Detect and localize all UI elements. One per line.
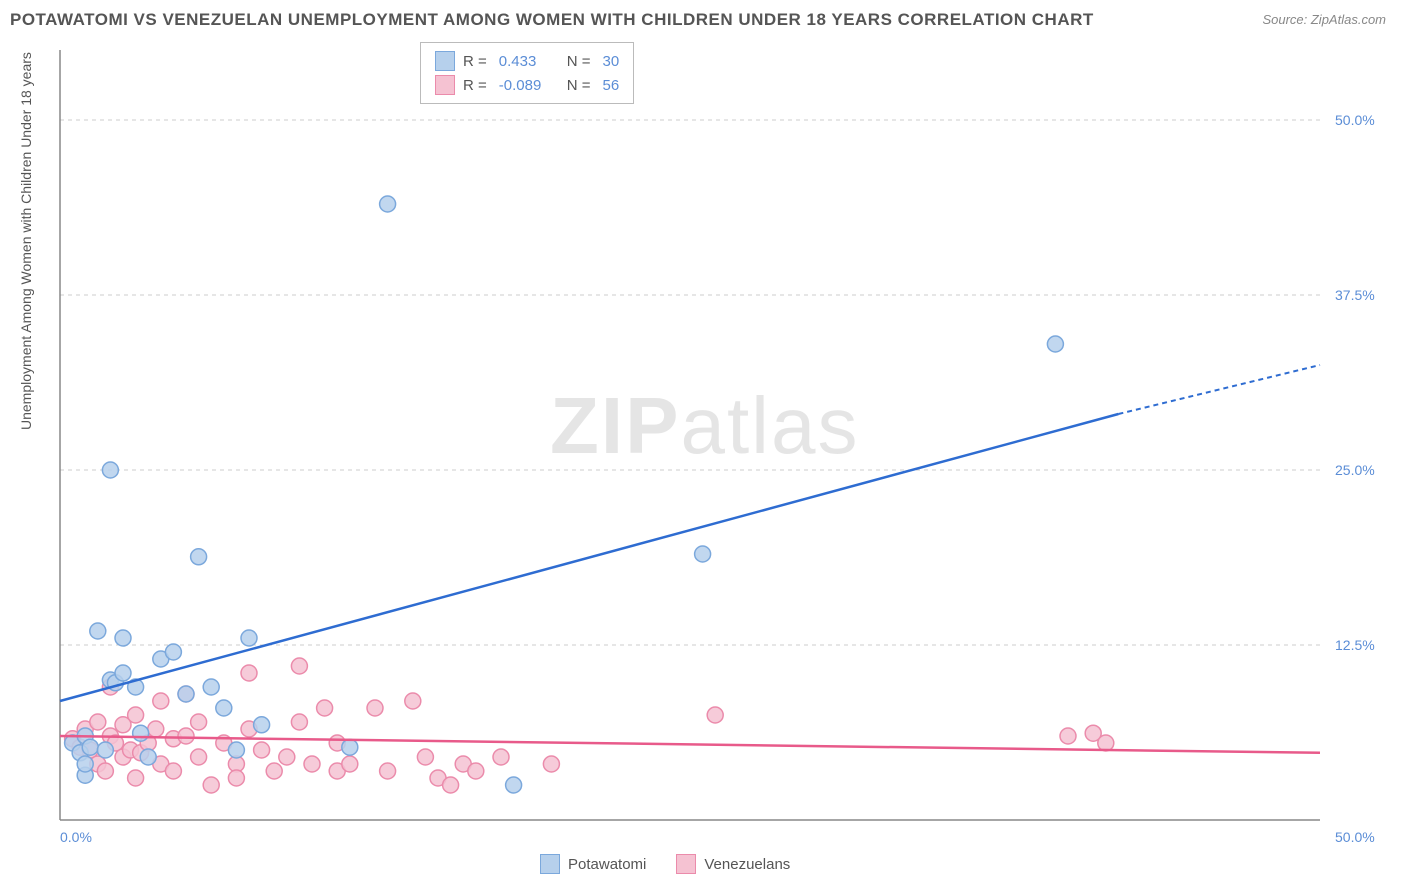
series1-point <box>216 700 232 716</box>
legend-n-value: 56 <box>603 77 620 94</box>
series2-point <box>266 763 282 779</box>
x-tick-label: 50.0% <box>1335 829 1375 845</box>
stats-legend: R = 0.433 N = 30 R = -0.089 N = 56 <box>420 42 634 104</box>
series2-point <box>148 721 164 737</box>
series2-point <box>128 707 144 723</box>
series1-point <box>90 623 106 639</box>
series2-point <box>405 693 421 709</box>
y-tick-label: 37.5% <box>1335 287 1375 303</box>
series1-point <box>380 196 396 212</box>
series1-point <box>254 717 270 733</box>
series1-point <box>77 756 93 772</box>
series2-point <box>468 763 484 779</box>
series1-point <box>97 742 113 758</box>
series1-point <box>133 725 149 741</box>
y-axis-label: Unemployment Among Women with Children U… <box>18 52 34 430</box>
series1-point <box>115 665 131 681</box>
series2-point <box>90 714 106 730</box>
chart-plot-area: 12.5%25.0%37.5%50.0%0.0%50.0% <box>60 40 1360 840</box>
series2-point <box>165 763 181 779</box>
source-attribution: Source: ZipAtlas.com <box>1262 12 1386 27</box>
series2-point <box>417 749 433 765</box>
stats-legend-row: R = -0.089 N = 56 <box>435 73 619 97</box>
series-legend: Potawatomi Venezuelans <box>540 854 790 874</box>
y-tick-label: 12.5% <box>1335 637 1375 653</box>
series1-point <box>140 749 156 765</box>
legend-n-value: 30 <box>603 53 620 70</box>
series2-point <box>342 756 358 772</box>
legend-r-label: R = <box>463 53 487 70</box>
series1-point <box>695 546 711 562</box>
series2-point <box>317 700 333 716</box>
series2-point <box>228 770 244 786</box>
chart-title: POTAWATOMI VS VENEZUELAN UNEMPLOYMENT AM… <box>10 10 1094 30</box>
series2-point <box>241 665 257 681</box>
legend-swatch <box>435 75 455 95</box>
series1-point <box>203 679 219 695</box>
series2-point <box>178 728 194 744</box>
series2-point <box>203 777 219 793</box>
series2-point <box>443 777 459 793</box>
series2-point <box>97 763 113 779</box>
legend-swatch <box>435 51 455 71</box>
series1-point <box>191 549 207 565</box>
series2-point <box>291 658 307 674</box>
series1-point <box>506 777 522 793</box>
series-legend-label: Potawatomi <box>568 856 646 873</box>
series1-point <box>178 686 194 702</box>
series1-point <box>82 739 98 755</box>
legend-n-label: N = <box>567 77 591 94</box>
legend-swatch <box>676 854 696 874</box>
legend-swatch <box>540 854 560 874</box>
legend-r-value: -0.089 <box>499 77 559 94</box>
series-legend-item: Venezuelans <box>676 854 790 874</box>
series2-point <box>1060 728 1076 744</box>
series1-point <box>115 630 131 646</box>
series-legend-item: Potawatomi <box>540 854 646 874</box>
y-tick-label: 25.0% <box>1335 462 1375 478</box>
series-legend-label: Venezuelans <box>704 856 790 873</box>
chart-svg: 12.5%25.0%37.5%50.0%0.0%50.0% <box>60 40 1360 840</box>
series2-point <box>128 770 144 786</box>
series2-point <box>191 714 207 730</box>
series2-point <box>291 714 307 730</box>
series2-point <box>1098 735 1114 751</box>
legend-r-value: 0.433 <box>499 53 559 70</box>
series2-point <box>153 693 169 709</box>
series1-point <box>102 462 118 478</box>
series2-point <box>279 749 295 765</box>
series2-point <box>493 749 509 765</box>
series1-point <box>342 739 358 755</box>
series1-point <box>228 742 244 758</box>
series1-point <box>1047 336 1063 352</box>
series2-point <box>543 756 559 772</box>
legend-n-label: N = <box>567 53 591 70</box>
legend-r-label: R = <box>463 77 487 94</box>
series2-point <box>254 742 270 758</box>
y-tick-label: 50.0% <box>1335 112 1375 128</box>
series2-point <box>304 756 320 772</box>
series1-point <box>165 644 181 660</box>
series1-point <box>241 630 257 646</box>
x-tick-label: 0.0% <box>60 829 92 845</box>
series2-point <box>367 700 383 716</box>
series2-point <box>191 749 207 765</box>
series2-point <box>380 763 396 779</box>
series2-point <box>707 707 723 723</box>
stats-legend-row: R = 0.433 N = 30 <box>435 49 619 73</box>
